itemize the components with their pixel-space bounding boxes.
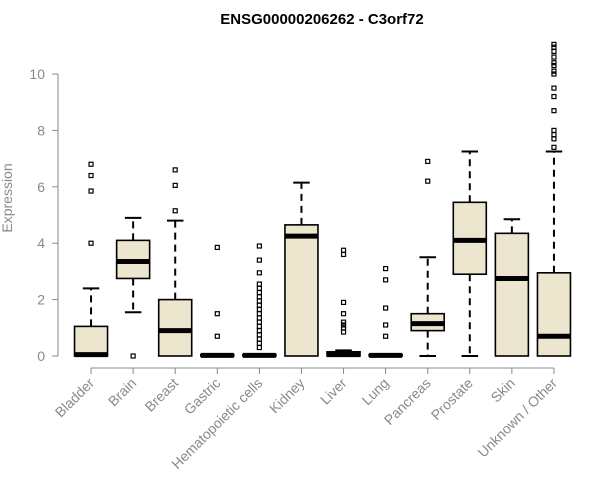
outlier-point	[256, 294, 262, 300]
x-tick-label: Lung	[358, 375, 391, 408]
outlier-point	[88, 161, 94, 167]
outlier-point	[551, 132, 557, 138]
x-tick-label: Liver	[317, 375, 350, 408]
y-tick-label: 4	[37, 235, 45, 251]
box-group	[368, 265, 403, 358]
box-group	[326, 247, 361, 358]
box-iqr	[157, 298, 193, 357]
outlier-point	[256, 319, 262, 325]
outlier-point	[172, 167, 178, 173]
chart-title: ENSG00000206262 - C3orf72	[220, 11, 423, 28]
outlier-point	[256, 270, 262, 276]
outlier-point	[172, 182, 178, 188]
box-group	[73, 161, 109, 358]
outlier-point	[172, 208, 178, 214]
y-tick-label: 10	[29, 66, 45, 82]
outlier-point	[88, 188, 94, 194]
outlier-point	[256, 340, 262, 346]
outlier-point	[214, 244, 220, 251]
outlier-point	[425, 158, 431, 165]
outlier-point	[256, 289, 262, 296]
outlier-point	[551, 108, 557, 114]
y-axis-label: Expression	[0, 163, 15, 232]
outlier-point	[256, 243, 262, 249]
outlier-point	[383, 265, 389, 272]
box-group	[494, 218, 530, 357]
outlier-point	[340, 247, 347, 253]
outlier-point	[383, 305, 389, 311]
box-iqr	[494, 232, 530, 357]
x-tick-label: Bladder	[52, 375, 98, 421]
outlier-point	[130, 353, 136, 359]
outlier-point	[256, 344, 262, 351]
outlier-point	[340, 325, 347, 331]
outlier-point	[340, 329, 347, 335]
y-tick-label: 2	[37, 292, 45, 308]
outlier-point	[551, 93, 557, 100]
outlier-point	[551, 54, 557, 60]
box-group	[242, 243, 277, 358]
box-iqr	[536, 272, 572, 357]
outlier-point	[551, 144, 557, 150]
outlier-point	[256, 298, 262, 304]
outlier-point	[256, 281, 262, 287]
outlier-point	[340, 299, 347, 306]
outlier-point	[256, 302, 262, 308]
box-iqr	[73, 325, 109, 357]
plot-area	[73, 41, 572, 359]
box-group	[410, 158, 446, 357]
x-tick-label: Breast	[141, 375, 181, 415]
box-group	[536, 41, 572, 357]
outlier-point	[88, 240, 94, 246]
outlier-point	[256, 328, 262, 334]
box-iqr	[284, 224, 319, 357]
x-tick-label: Prostate	[428, 375, 476, 423]
outlier-point	[214, 311, 220, 317]
outlier-point	[214, 333, 220, 339]
outlier-point	[256, 332, 262, 338]
outlier-point	[425, 178, 431, 184]
outlier-point	[340, 251, 347, 258]
outlier-point	[551, 44, 557, 50]
y-tick-label: 6	[37, 179, 45, 195]
outlier-point	[88, 172, 94, 179]
y-tick-label: 8	[37, 122, 45, 138]
outlier-point	[551, 68, 557, 74]
x-tick-label: Skin	[487, 375, 518, 406]
box-group	[157, 167, 193, 357]
outlier-point	[340, 319, 347, 325]
outlier-point	[340, 311, 347, 317]
x-tick-label: Unknown / Other	[474, 375, 560, 461]
outlier-point	[256, 323, 262, 329]
outlier-point	[256, 311, 262, 317]
x-tick-label: Kidney	[266, 375, 308, 417]
box-group	[199, 244, 235, 358]
outlier-point	[551, 48, 557, 55]
outlier-point	[551, 71, 557, 77]
outlier-point	[256, 315, 262, 321]
outlier-point	[383, 333, 389, 339]
outlier-point	[383, 322, 389, 328]
y-axis: 0 2 4 6 8 10	[29, 66, 59, 364]
outlier-point	[551, 60, 557, 66]
box-group	[115, 216, 151, 359]
outlier-point	[256, 336, 262, 342]
outlier-point	[551, 136, 557, 142]
outlier-point	[256, 306, 262, 313]
outlier-point	[340, 322, 347, 328]
outlier-point	[551, 85, 557, 91]
x-tick-label: Brain	[105, 375, 139, 409]
outlier-point	[551, 41, 557, 47]
y-tick-label: 0	[37, 348, 45, 364]
outlier-point	[383, 277, 389, 283]
x-tick-label: Pancreas	[381, 375, 434, 428]
box-group	[284, 181, 319, 357]
outlier-point	[551, 127, 557, 133]
box-group	[452, 150, 488, 357]
outlier-point	[551, 62, 557, 69]
outlier-point	[256, 257, 262, 263]
outlier-point	[256, 285, 262, 291]
